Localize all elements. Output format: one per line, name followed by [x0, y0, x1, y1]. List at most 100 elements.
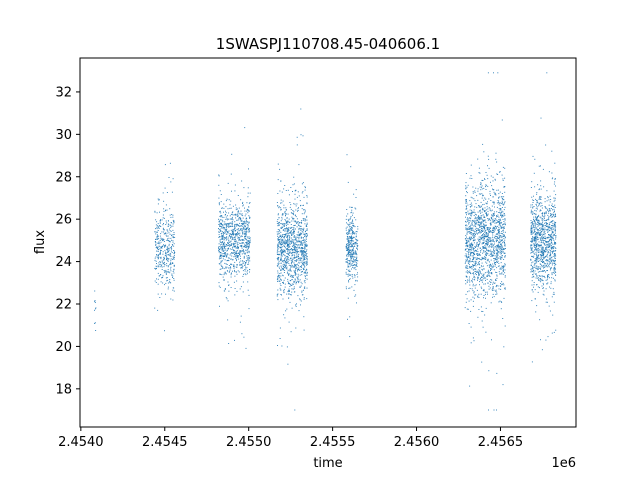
data-point — [530, 187, 532, 188]
data-point — [277, 293, 279, 295]
data-point — [480, 189, 482, 191]
data-point — [484, 258, 486, 260]
data-point — [543, 290, 545, 292]
data-point — [293, 265, 295, 267]
data-point — [248, 261, 249, 263]
data-point — [552, 243, 554, 245]
data-point — [276, 220, 278, 222]
data-point — [466, 225, 468, 227]
data-point — [348, 226, 350, 228]
data-point — [287, 230, 289, 232]
data-point — [499, 220, 500, 222]
data-point — [305, 233, 307, 235]
data-point — [220, 236, 222, 238]
data-point — [498, 219, 500, 221]
data-point — [247, 246, 249, 247]
data-point — [227, 242, 229, 244]
data-point — [352, 250, 354, 251]
data-point — [237, 237, 239, 239]
data-point — [536, 284, 538, 286]
data-point — [227, 270, 228, 272]
data-point — [470, 250, 472, 252]
data-point — [303, 298, 305, 300]
data-point — [300, 228, 302, 229]
data-point — [277, 278, 279, 280]
data-point — [304, 271, 306, 273]
data-point — [485, 277, 487, 279]
data-point — [219, 223, 221, 225]
data-point — [289, 286, 291, 287]
data-point — [173, 233, 175, 235]
data-point — [472, 290, 474, 292]
data-point — [224, 288, 226, 290]
data-point — [470, 246, 472, 248]
data-point — [480, 231, 482, 233]
data-point — [306, 255, 308, 257]
data-point — [237, 225, 239, 227]
data-point — [542, 261, 543, 263]
data-point — [491, 246, 493, 248]
data-point — [287, 283, 289, 285]
data-point — [241, 213, 243, 215]
data-point — [164, 271, 166, 273]
data-point — [229, 235, 230, 236]
data-point — [497, 243, 499, 245]
data-point — [164, 164, 166, 166]
data-point — [468, 263, 470, 265]
data-point — [534, 240, 535, 241]
data-point — [157, 278, 159, 280]
data-point — [157, 226, 159, 228]
data-point — [162, 240, 163, 242]
data-point — [300, 247, 302, 248]
data-point — [471, 252, 473, 253]
data-point — [472, 258, 474, 260]
data-point — [500, 226, 502, 228]
data-point — [227, 281, 229, 283]
data-point — [277, 275, 279, 277]
data-point — [471, 268, 473, 270]
data-point — [356, 274, 358, 275]
data-point — [476, 250, 478, 252]
data-point — [299, 274, 301, 276]
data-point — [239, 250, 241, 252]
data-point — [354, 245, 355, 247]
data-point — [295, 228, 296, 230]
data-point — [551, 236, 553, 238]
data-point — [241, 230, 243, 232]
data-point — [304, 256, 306, 258]
data-point — [293, 225, 295, 227]
data-point — [228, 257, 230, 259]
data-point — [288, 252, 290, 254]
data-point — [550, 253, 551, 255]
data-point — [295, 327, 297, 329]
data-point — [165, 244, 167, 246]
data-point — [539, 263, 541, 265]
data-point — [472, 227, 474, 229]
data-point — [353, 267, 355, 269]
data-point — [481, 249, 483, 251]
data-point — [355, 252, 357, 254]
data-point — [483, 220, 485, 221]
data-point — [553, 270, 555, 272]
data-point — [284, 255, 286, 257]
data-point — [469, 218, 471, 220]
data-point — [236, 264, 238, 266]
data-point — [242, 224, 244, 226]
data-point — [159, 297, 161, 298]
data-point — [542, 237, 544, 239]
data-point — [485, 297, 486, 299]
data-point — [485, 307, 487, 309]
data-point — [241, 229, 243, 231]
data-point — [238, 230, 240, 232]
data-point — [283, 223, 285, 225]
data-point — [472, 273, 474, 274]
data-point — [283, 251, 285, 253]
data-point — [285, 266, 287, 268]
data-point — [481, 215, 483, 217]
data-point — [159, 266, 161, 268]
data-point — [283, 263, 285, 265]
data-point — [167, 269, 169, 271]
data-point — [231, 153, 233, 155]
data-point — [554, 181, 556, 183]
data-point — [299, 235, 301, 237]
